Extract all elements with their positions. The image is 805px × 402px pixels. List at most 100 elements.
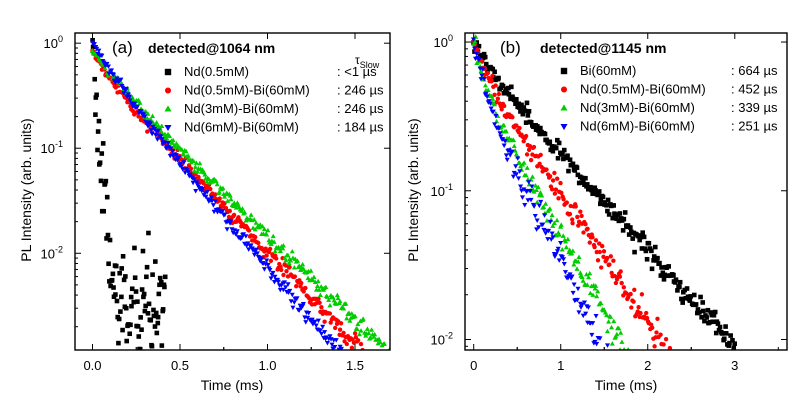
data-point — [502, 139, 508, 144]
data-point — [613, 280, 619, 286]
legend-header-sub: Slow — [360, 60, 380, 70]
data-point — [280, 245, 286, 251]
data-point — [609, 341, 615, 346]
data-point — [505, 137, 511, 143]
data-point — [106, 261, 111, 267]
data-point — [699, 314, 704, 320]
data-point — [183, 148, 189, 154]
data-point — [265, 262, 271, 268]
data-point — [585, 305, 591, 310]
data-point — [135, 324, 141, 329]
data-point — [322, 330, 328, 335]
data-point — [123, 274, 128, 279]
data-point — [246, 228, 252, 233]
data-point — [547, 206, 553, 211]
data-point — [544, 218, 550, 223]
series-3 — [470, 37, 611, 348]
panel-a-title: detected@1064 nm — [148, 40, 275, 56]
data-point — [513, 164, 519, 169]
data-point — [595, 288, 601, 294]
data-point — [605, 197, 611, 203]
data-point — [618, 330, 624, 335]
data-point — [534, 199, 540, 205]
data-point — [550, 235, 556, 240]
data-point — [110, 271, 116, 277]
data-point — [526, 108, 532, 114]
data-point — [284, 269, 289, 274]
panel-a-tag: (a) — [112, 38, 133, 57]
data-point — [234, 229, 240, 234]
data-point — [532, 213, 538, 219]
data-point — [555, 246, 561, 252]
data-point — [281, 272, 286, 278]
data-point — [496, 91, 502, 97]
data-point — [105, 73, 111, 78]
data-point — [538, 152, 543, 158]
data-point — [192, 164, 198, 169]
data-point — [698, 294, 703, 300]
data-point — [138, 315, 143, 320]
data-point — [476, 57, 482, 63]
data-point — [531, 204, 537, 209]
data-point — [484, 94, 490, 100]
data-point — [522, 108, 528, 114]
data-point — [322, 319, 327, 324]
data-point — [556, 258, 562, 263]
data-point — [558, 241, 564, 246]
data-point — [567, 211, 573, 217]
data-point — [609, 270, 614, 276]
legend-tau: : 246 µs — [337, 83, 384, 98]
data-point — [579, 213, 584, 219]
data-point — [313, 323, 319, 328]
data-point — [162, 274, 168, 280]
data-point — [264, 258, 270, 264]
data-point — [113, 263, 119, 269]
data-point — [127, 331, 133, 337]
data-point — [173, 153, 179, 158]
legend-marker — [560, 86, 568, 93]
data-point — [539, 192, 545, 198]
data-point — [570, 248, 576, 253]
data-point — [151, 126, 157, 132]
data-point — [658, 332, 663, 337]
data-point — [574, 266, 580, 271]
data-point — [636, 305, 641, 310]
data-point — [209, 199, 215, 204]
data-point — [604, 328, 610, 334]
data-point — [556, 232, 562, 237]
data-point — [693, 302, 699, 307]
data-point — [567, 157, 573, 163]
data-point — [220, 185, 226, 191]
data-point — [155, 314, 161, 320]
data-point — [109, 277, 115, 283]
data-point — [617, 211, 623, 216]
data-point — [649, 248, 654, 254]
data-point — [631, 299, 636, 304]
data-point — [580, 278, 586, 283]
data-point — [117, 270, 122, 276]
data-point — [608, 314, 614, 319]
data-point — [134, 104, 141, 110]
data-point — [315, 278, 321, 284]
data-point — [279, 267, 284, 273]
data-point — [158, 127, 164, 133]
data-point — [355, 321, 361, 327]
y-tick-label: 10-1 — [431, 182, 453, 199]
data-point — [544, 167, 549, 172]
x-tick-label: 0.5 — [171, 358, 189, 373]
data-point — [607, 262, 612, 267]
data-point — [611, 258, 616, 263]
data-point — [584, 282, 590, 287]
legend-label: Nd(0.5mM) — [184, 64, 249, 79]
data-point — [644, 256, 650, 262]
data-point — [649, 266, 655, 272]
data-point — [176, 155, 182, 161]
data-point — [153, 133, 159, 138]
data-point — [599, 265, 604, 270]
data-point — [514, 97, 519, 102]
data-point — [618, 269, 623, 274]
panel-a-points — [89, 37, 390, 350]
data-point — [188, 166, 194, 171]
data-point — [250, 248, 256, 253]
data-point — [545, 237, 551, 242]
